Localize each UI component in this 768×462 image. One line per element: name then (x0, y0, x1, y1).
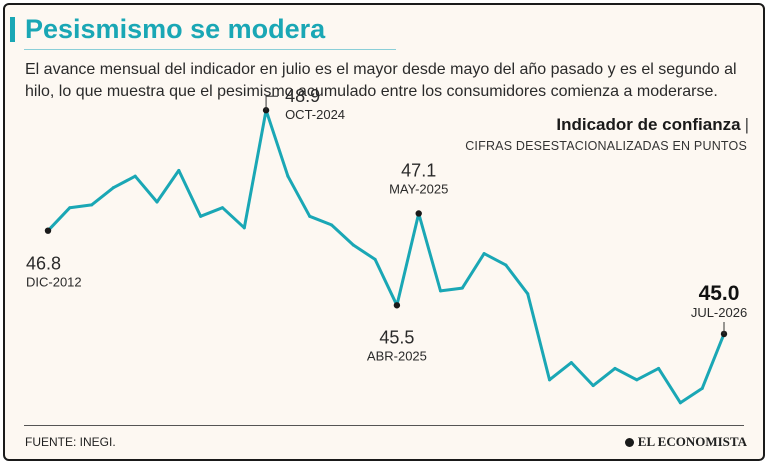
data-point (439, 289, 443, 293)
footer-rule (24, 425, 744, 426)
chart-title-separator: | (744, 115, 749, 134)
data-point (220, 206, 224, 210)
brand-logo: EL ECONOMISTA (624, 434, 747, 450)
chart-title-text: Indicador de confianza (556, 115, 741, 134)
data-point (177, 168, 181, 172)
title-accent-bar (10, 17, 15, 42)
annotation-value: 45.0 (699, 282, 740, 305)
data-point (351, 243, 355, 247)
title-rule (24, 49, 396, 50)
source-note: FUENTE: INEGI. (25, 435, 116, 449)
data-point (635, 378, 639, 382)
data-point (657, 366, 661, 370)
data-point (526, 292, 530, 296)
annotation-marker (415, 210, 422, 217)
data-point (329, 223, 333, 227)
data-point (308, 214, 312, 218)
annotation-value: 46.8 (26, 254, 61, 274)
data-point (700, 386, 704, 390)
infographic-frame: Pesismismo se modera El avance mensual d… (3, 3, 765, 461)
data-point (482, 252, 486, 256)
data-point (613, 366, 617, 370)
chart-units: CIFRAS DESESTACIONALIZADAS EN PUNTOS (465, 139, 747, 153)
annotation-marker (393, 302, 401, 309)
data-point (68, 206, 72, 210)
annotation-value: 45.5 (379, 327, 414, 347)
subtitle: El avance mensual del indicador en julio… (25, 61, 737, 100)
annotation-marker (44, 227, 52, 234)
annotation-value: 47.1 (401, 160, 436, 180)
logo-mark-icon (624, 437, 634, 447)
annotation-value: 48.9 (285, 86, 320, 106)
data-point (678, 401, 682, 405)
data-point (155, 200, 159, 204)
data-point (591, 384, 595, 388)
data-point (504, 263, 508, 267)
annotation-date: JUL-2026 (691, 305, 747, 320)
data-point (460, 286, 464, 290)
data-point (548, 378, 552, 382)
data-point (133, 174, 137, 178)
data-point (111, 186, 115, 190)
annotation-date: ABR-2025 (367, 348, 427, 363)
data-point (242, 226, 246, 230)
data-point (90, 203, 94, 207)
annotation-date: MAY-2025 (389, 181, 448, 196)
data-point (569, 361, 573, 365)
page-title: Pesismismo se modera (25, 14, 326, 44)
chart-title: Indicador de confianza | (556, 115, 749, 135)
annotation-date: OCT-2024 (285, 107, 345, 122)
series-line (46, 108, 726, 405)
data-point (199, 214, 203, 218)
annotation-leader (265, 95, 279, 111)
data-point (373, 257, 377, 261)
logo-text: EL ECONOMISTA (637, 434, 747, 449)
annotation-date: DIC-2012 (26, 275, 82, 290)
data-point (286, 174, 290, 178)
